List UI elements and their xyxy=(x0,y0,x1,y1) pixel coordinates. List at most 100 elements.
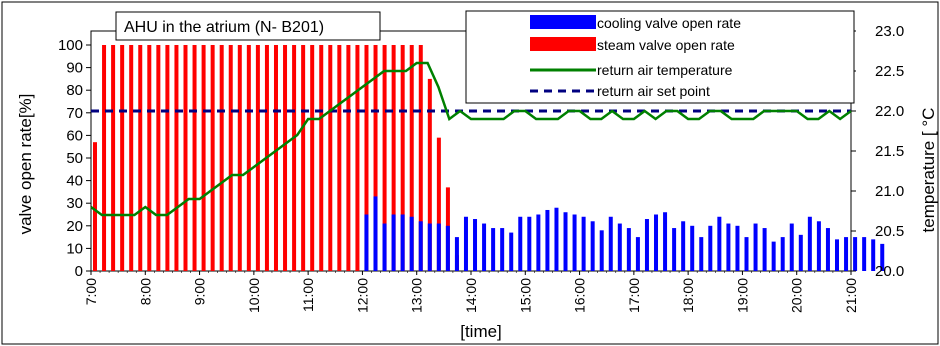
steam-bar xyxy=(391,45,396,271)
steam-bar xyxy=(129,45,134,271)
y-left-tick-label: 90 xyxy=(66,60,83,77)
cooling-bar xyxy=(454,237,459,271)
x-tick-label: 11:00 xyxy=(300,278,316,312)
steam-bar xyxy=(328,45,333,271)
cooling-bar xyxy=(563,212,568,271)
steam-bar xyxy=(400,45,405,271)
cooling-bar xyxy=(753,223,758,271)
y-right-tick-label: 21.5 xyxy=(875,143,904,160)
steam-bar xyxy=(382,45,387,271)
steam-bar xyxy=(246,45,251,271)
cooling-bar xyxy=(708,225,713,271)
steam-bar xyxy=(283,45,288,271)
cooling-bar xyxy=(545,209,550,271)
x-tick-label: 9:00 xyxy=(192,278,208,305)
steam-bar xyxy=(102,45,107,271)
y-right-tick-label: 22.0 xyxy=(875,103,904,120)
y-axis-right-label: temperature [ °C xyxy=(919,108,938,233)
return-air-temperature-line xyxy=(90,61,852,217)
y-right-tick-label: 20.5 xyxy=(875,223,904,240)
y-left-tick-label: 40 xyxy=(66,173,83,190)
cooling-bar xyxy=(807,216,812,271)
y-left-tick-label: 10 xyxy=(66,240,83,257)
steam-bar xyxy=(346,45,351,271)
steam-bar xyxy=(319,45,324,271)
cooling-bar xyxy=(427,223,432,271)
legend-label-set-point: return air set point xyxy=(597,83,710,99)
y-left-tick-label: 20 xyxy=(66,218,83,235)
y-left-tick-label: 60 xyxy=(66,127,83,144)
cooling-bar xyxy=(400,214,405,271)
steam-bar xyxy=(183,45,188,271)
cooling-bar xyxy=(463,216,468,271)
y-left-tick-label: 50 xyxy=(66,150,83,167)
cooling-bar xyxy=(518,216,523,271)
y-left-tick-label: 80 xyxy=(66,82,83,99)
steam-bar xyxy=(355,45,360,271)
cooling-bar xyxy=(626,228,631,271)
cooling-bar xyxy=(635,237,640,271)
cooling-bar xyxy=(418,221,423,271)
x-tick-label: 15:00 xyxy=(517,278,533,313)
cooling-bar xyxy=(699,237,704,271)
cooling-bar xyxy=(853,237,858,271)
cooling-bar xyxy=(608,216,613,271)
legend-swatch-steam xyxy=(530,37,596,51)
cooling-bar xyxy=(599,230,604,271)
x-tick-label: 8:00 xyxy=(137,278,153,305)
steam-bar xyxy=(337,45,342,271)
y-right-tick-label: 20.0 xyxy=(875,263,904,280)
steam-bar xyxy=(301,45,306,271)
cooling-bar xyxy=(473,219,478,271)
cooling-bar xyxy=(572,214,577,271)
steam-bar xyxy=(201,45,206,271)
right-axis: 20.0 20.5 21.0 21.5 22.0 22.5 23.0 xyxy=(851,23,904,280)
steam-bar xyxy=(93,142,97,271)
cooling-bar xyxy=(491,228,496,271)
legend-swatch-cooling xyxy=(530,15,596,29)
cooling-bar xyxy=(509,232,514,271)
cooling-bar xyxy=(527,216,532,271)
cooling-bar xyxy=(880,243,885,271)
legend: cooling valve open rate steam valve open… xyxy=(465,10,855,104)
x-tick-label: 16:00 xyxy=(572,278,588,313)
steam-bar xyxy=(237,45,242,271)
left-axis: 0 10 20 30 40 50 60 70 80 90 100 xyxy=(58,37,91,280)
x-axis: 7:00 8:00 9:00 10:00 11:00 12:00 13:00 14:00 15:… xyxy=(83,271,859,313)
cooling-bar xyxy=(409,216,414,271)
cooling-bar xyxy=(717,216,722,271)
cooling-bar xyxy=(681,221,686,271)
cooling-bar xyxy=(844,237,849,271)
steam-bar xyxy=(310,45,315,271)
steam-bar xyxy=(364,45,369,271)
cooling-bar xyxy=(771,241,776,271)
y-left-tick-label: 100 xyxy=(58,37,83,54)
cooling-bar xyxy=(482,223,487,271)
steam-bar xyxy=(120,45,125,271)
cooling-bar xyxy=(654,214,659,271)
steam-bar xyxy=(255,45,260,271)
cooling-bar xyxy=(816,221,821,271)
cooling-bar xyxy=(762,228,767,271)
steam-bar xyxy=(147,45,152,271)
cooling-bars xyxy=(364,196,885,271)
cooling-bar xyxy=(382,223,387,271)
legend-label-steam: steam valve open rate xyxy=(597,37,735,53)
steam-bar xyxy=(192,45,197,271)
y-right-tick-label: 23.0 xyxy=(875,23,904,40)
cooling-bar xyxy=(798,234,803,271)
steam-bar xyxy=(409,45,414,271)
cooling-bar xyxy=(536,214,541,271)
x-tick-label: 17:00 xyxy=(626,278,642,313)
cooling-bar xyxy=(690,225,695,271)
cooling-bar xyxy=(373,196,378,271)
y-left-tick-label: 30 xyxy=(66,195,83,212)
cooling-bar xyxy=(780,237,785,271)
steam-bar xyxy=(111,45,116,271)
title-box xyxy=(115,11,381,41)
steam-bar xyxy=(219,45,224,271)
x-tick-label: 7:00 xyxy=(83,278,99,305)
cooling-bar xyxy=(825,228,830,271)
